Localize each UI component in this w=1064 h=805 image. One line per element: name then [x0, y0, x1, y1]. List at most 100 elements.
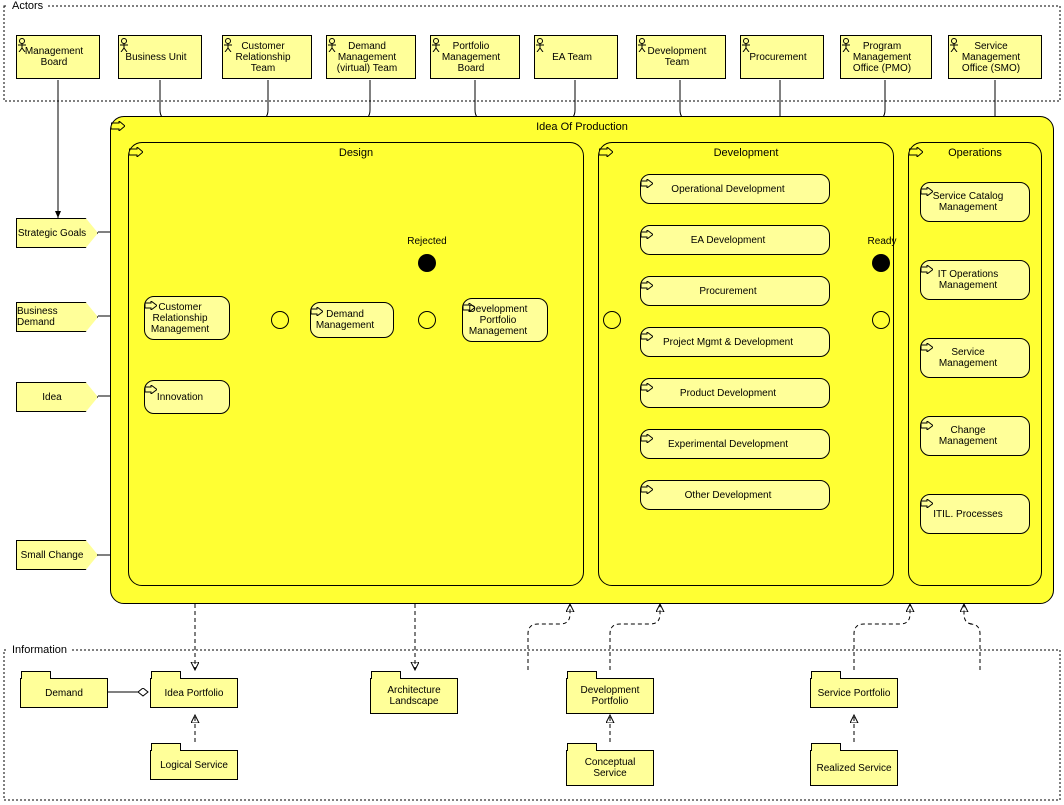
info-label: Logical Service — [160, 760, 228, 771]
actor-smo: Service Management Office (SMO) — [948, 35, 1042, 79]
process-arrow-icon — [599, 147, 613, 157]
proc-label: Other Development — [685, 490, 772, 501]
actor-label: EA Team — [552, 52, 592, 63]
info-label: Service Portfolio — [818, 688, 891, 699]
design-title: Design — [129, 147, 583, 159]
signal-label: Business Demand — [17, 306, 87, 328]
junction-1 — [271, 311, 289, 329]
actors-group-label: Actors — [8, 0, 47, 12]
actor-label: Management Board — [21, 46, 87, 68]
process-arrow-icon — [921, 421, 933, 430]
info-label: Architecture Landscape — [373, 685, 455, 707]
actor-procurement: Procurement — [740, 35, 824, 79]
development-title: Development — [599, 147, 893, 159]
development-phase: Development — [598, 142, 894, 586]
actor-label: Business Unit — [125, 52, 186, 63]
proc-label: Service Management — [925, 347, 1011, 369]
proc-label: Demand Management — [315, 309, 375, 331]
process-arrow-icon — [921, 265, 933, 274]
person-icon — [119, 38, 129, 52]
actor-label: Procurement — [749, 52, 806, 63]
info-realized-service: Realized Service — [810, 750, 898, 786]
info-label: Realized Service — [816, 763, 891, 774]
info-label: Development Portfolio — [569, 685, 651, 707]
proc-label: Experimental Development — [668, 439, 788, 450]
proc-label: ITIL. Processes — [933, 509, 1002, 520]
person-icon — [17, 38, 27, 52]
process-arrow-icon — [641, 383, 653, 392]
actor-business-unit: Business Unit — [118, 35, 202, 79]
actor-label: Demand Management (virtual) Team — [331, 41, 403, 74]
process-arrow-icon — [921, 343, 933, 352]
proc-label: Operational Development — [671, 184, 784, 195]
main-title: Idea Of Production — [111, 121, 1053, 133]
person-icon — [431, 38, 441, 52]
process-arrow-icon — [463, 303, 475, 312]
process-arrow-icon — [641, 230, 653, 239]
proc-label: Customer Relationship Management — [149, 302, 211, 335]
actor-label: Program Management Office (PMO) — [845, 41, 919, 74]
process-arrow-icon — [641, 434, 653, 443]
actor-pmb: Portfolio Management Board — [430, 35, 520, 79]
person-icon — [949, 38, 959, 52]
info-label: Conceptual Service — [569, 757, 651, 779]
info-demand: Demand — [20, 678, 108, 708]
process-arrow-icon — [111, 121, 125, 131]
proc-label: IT Operations Management — [925, 269, 1011, 291]
signal-label: Strategic Goals — [18, 228, 86, 239]
person-icon — [841, 38, 851, 52]
proc-label: Product Development — [680, 388, 776, 399]
person-icon — [637, 38, 647, 52]
proc-ops-1: IT Operations Management — [920, 260, 1030, 300]
info-logical-service: Logical Service — [150, 750, 238, 780]
proc-crm: Customer Relationship Management — [144, 296, 230, 340]
proc-dev-3: Project Mgmt & Development — [640, 327, 830, 357]
proc-ops-2: Service Management — [920, 338, 1030, 378]
proc-label: Change Management — [925, 425, 1011, 447]
info-idea-portfolio: Idea Portfolio — [150, 678, 238, 708]
ready-endpoint — [872, 254, 890, 272]
junction-2 — [418, 311, 436, 329]
proc-label: Development Portfolio Management — [467, 304, 529, 337]
rejected-endpoint — [418, 254, 436, 272]
actor-label: Portfolio Management Board — [435, 41, 507, 74]
actor-label: Development Team — [641, 46, 713, 68]
process-arrow-icon — [311, 307, 323, 316]
actor-management-board: Management Board — [16, 35, 100, 79]
process-arrow-icon — [145, 385, 157, 394]
actor-ea-team: EA Team — [534, 35, 618, 79]
process-arrow-icon — [129, 147, 143, 157]
rejected-label: Rejected — [405, 236, 449, 247]
proc-innovation: Innovation — [144, 380, 230, 414]
proc-dev-4: Product Development — [640, 378, 830, 408]
info-label: Idea Portfolio — [165, 688, 224, 699]
proc-label: Innovation — [157, 392, 203, 403]
info-label: Demand — [45, 688, 83, 699]
info-conceptual-service: Conceptual Service — [566, 750, 654, 786]
proc-dev-5: Experimental Development — [640, 429, 830, 459]
actor-crt: Customer Relationship Team — [222, 35, 312, 79]
process-arrow-icon — [921, 187, 933, 196]
signal-idea: Idea — [16, 382, 98, 412]
proc-label: EA Development — [691, 235, 766, 246]
actor-pmo: Program Management Office (PMO) — [840, 35, 932, 79]
process-arrow-icon — [909, 147, 923, 157]
proc-label: Project Mgmt & Development — [663, 337, 793, 348]
operations-title: Operations — [909, 147, 1041, 159]
actor-label: Service Management Office (SMO) — [953, 41, 1029, 74]
junction-3 — [603, 311, 621, 329]
person-icon — [741, 38, 751, 52]
person-icon — [223, 38, 233, 52]
proc-ops-4: ITIL. Processes — [920, 494, 1030, 534]
junction-4 — [872, 311, 890, 329]
process-arrow-icon — [641, 179, 653, 188]
proc-ops-0: Service Catalog Management — [920, 182, 1030, 222]
process-arrow-icon — [921, 499, 933, 508]
person-icon — [327, 38, 337, 52]
info-arch-landscape: Architecture Landscape — [370, 678, 458, 714]
process-arrow-icon — [641, 332, 653, 341]
signal-small-change: Small Change — [16, 540, 98, 570]
info-service-portfolio: Service Portfolio — [810, 678, 898, 708]
information-group-label: Information — [8, 644, 71, 656]
signal-label: Idea — [42, 392, 61, 403]
